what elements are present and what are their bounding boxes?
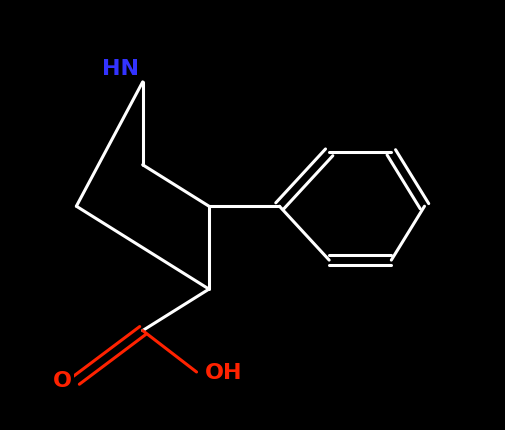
Text: O: O xyxy=(53,370,72,390)
Text: HN: HN xyxy=(102,58,138,79)
Text: OH: OH xyxy=(205,362,242,382)
